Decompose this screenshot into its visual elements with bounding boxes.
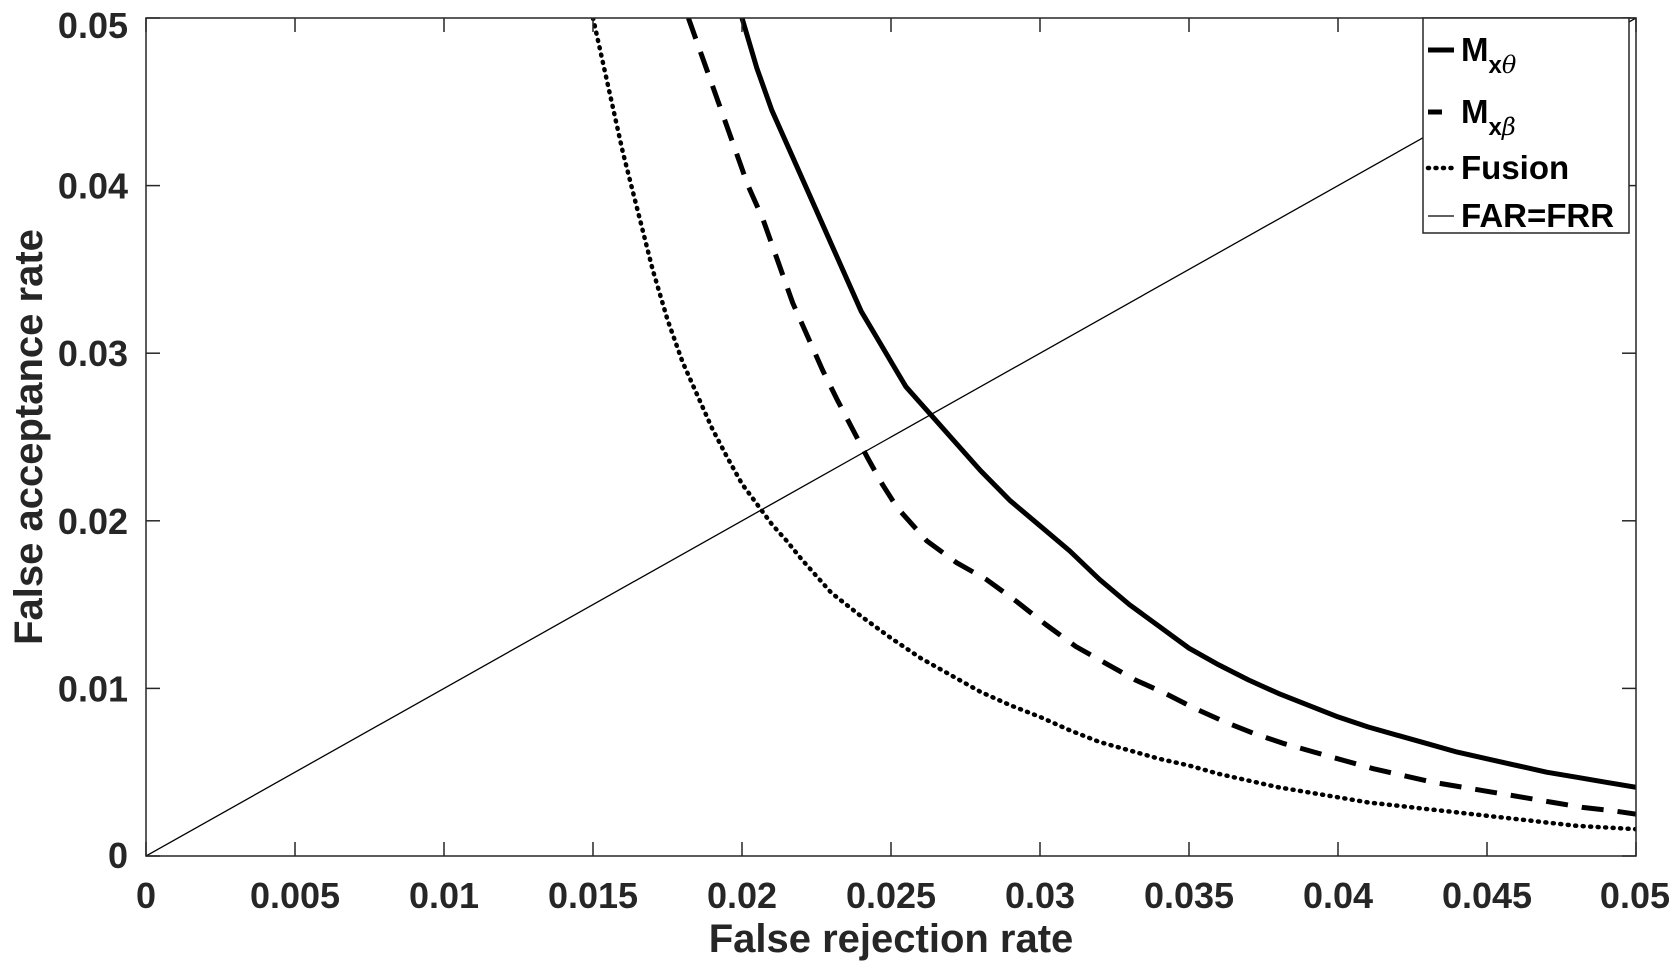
x-tick-label: 0.03	[1005, 875, 1075, 916]
x-axis-label: False rejection rate	[709, 917, 1074, 961]
x-tick-label: 0.045	[1442, 875, 1532, 916]
y-axis-label: False acceptance rate	[7, 229, 51, 645]
x-tick-label: 0.02	[707, 875, 777, 916]
x-tick-label: 0.025	[846, 875, 936, 916]
y-tick-label: 0.03	[58, 333, 128, 374]
x-tick-label: 0.01	[409, 875, 479, 916]
y-tick-label: 0.04	[58, 166, 128, 207]
x-tick-label: 0.035	[1144, 875, 1234, 916]
y-tick-label: 0.01	[58, 668, 128, 709]
series-line-1	[686, 18, 1636, 817]
legend-symbol-1: β	[1501, 113, 1516, 141]
x-tick-label: 0.005	[250, 875, 340, 916]
y-tick-label: 0.02	[58, 501, 128, 542]
x-tick-label: 0	[136, 875, 156, 916]
legend-label-2: Fusion	[1461, 149, 1569, 186]
tick-labels: 0 0.005 0.01 0.015 0.02 0.025 0.03 0.035 0.04 0.0…	[58, 5, 1670, 916]
series-line-3	[146, 18, 1636, 856]
x-tick-label: 0.04	[1303, 875, 1373, 916]
series-line-0	[739, 18, 1636, 790]
x-tick-label: 0.05	[1600, 875, 1670, 916]
legend-subscript-1: x	[1489, 114, 1503, 141]
y-tick-label: 0	[108, 835, 128, 876]
y-tick-label: 0.05	[58, 5, 128, 46]
legend-symbol-0: θ	[1502, 51, 1517, 79]
legend-label-3: FAR=FRR	[1461, 197, 1614, 234]
legend-box	[1422, 17, 1630, 234]
legend-subscript-0: x	[1489, 52, 1503, 79]
x-tick-label: 0.015	[548, 875, 638, 916]
series-line-2	[590, 18, 1636, 832]
plot-lines	[146, 18, 1636, 856]
